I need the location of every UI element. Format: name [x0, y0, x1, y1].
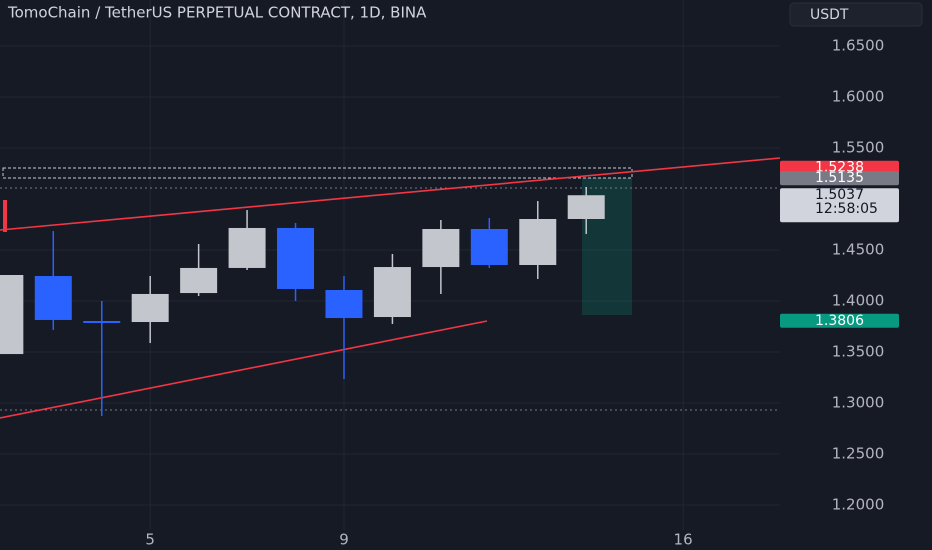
- price-label: 1.3806: [815, 313, 864, 329]
- chart-title: TomoChain / TetherUS PERPETUAL CONTRACT,…: [7, 4, 427, 22]
- y-tick-label: 1.2000: [832, 496, 885, 514]
- candle-body: [180, 267, 218, 294]
- price-label-box: [780, 313, 899, 328]
- currency: USDT: [810, 7, 849, 23]
- range-box: [2, 167, 633, 179]
- candle-body: [131, 293, 169, 323]
- trend-line: [0, 320, 488, 419]
- currency-box: [789, 2, 923, 27]
- x-tick-label: 9: [339, 531, 349, 549]
- price-axis: [780, 0, 932, 550]
- x-tick-label: 16: [674, 531, 693, 549]
- candle-body: [228, 227, 266, 268]
- candle-body: [83, 320, 121, 323]
- y-tick-label: 1.4500: [832, 241, 885, 259]
- y-tick-label: 1.3500: [832, 343, 885, 361]
- marker: [3, 200, 7, 232]
- candle-body: [567, 195, 605, 219]
- y-tick-label: 1.6500: [832, 37, 885, 55]
- y-tick-label: 1.5500: [832, 139, 885, 157]
- y-tick-label: 1.3000: [832, 394, 885, 412]
- candle-body: [34, 276, 72, 320]
- price-label-box: [780, 188, 899, 223]
- price-label: 1.5135: [815, 170, 864, 186]
- y-tick-label: 1.4000: [832, 292, 885, 310]
- candle-body: [0, 274, 24, 355]
- y-tick-label: 1.2500: [832, 445, 885, 463]
- price-label-box: [780, 160, 899, 175]
- candle-body: [422, 228, 460, 268]
- time-axis: [0, 530, 780, 550]
- candle-body: [470, 228, 508, 265]
- trend-line: [0, 157, 781, 231]
- price-label-box: [780, 171, 899, 186]
- candle-body: [325, 289, 363, 319]
- countdown: 12:58:05: [815, 201, 878, 217]
- candle-body: [373, 267, 411, 318]
- candle-body: [519, 218, 557, 265]
- y-tick-label: 1.6000: [832, 88, 885, 106]
- x-tick-label: 5: [145, 531, 155, 549]
- candle-body: [277, 227, 315, 289]
- price-label: 1.5037: [815, 187, 864, 203]
